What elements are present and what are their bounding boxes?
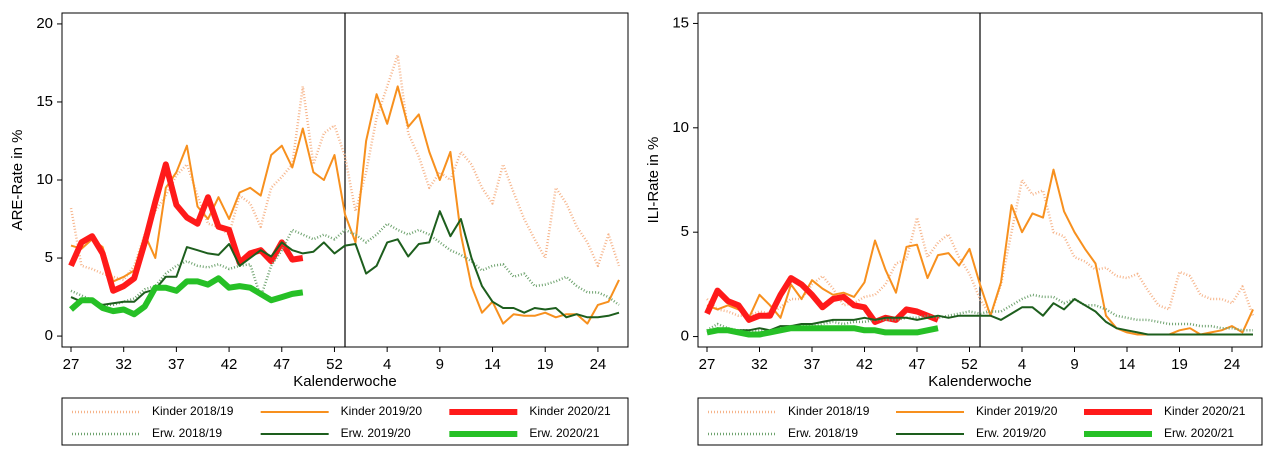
x-tick-label: 27	[63, 356, 80, 373]
series-line	[68, 161, 304, 294]
x-tick-label: 37	[168, 356, 185, 373]
x-tick-label: 4	[1018, 356, 1026, 373]
series-line	[704, 275, 940, 325]
x-tick-label: 24	[590, 356, 607, 373]
x-tick-label: 9	[436, 356, 444, 373]
y-tick-label: 15	[36, 93, 53, 110]
y-tick-label: 15	[672, 14, 689, 31]
x-tick-label: 4	[383, 356, 391, 373]
x-tick-label: 42	[856, 356, 873, 373]
y-tick-label: 5	[45, 249, 53, 266]
y-tick-label: 10	[672, 119, 689, 136]
legend-label: Erw. 2019/20	[976, 426, 1046, 440]
series-line	[70, 85, 620, 325]
series-line	[706, 325, 939, 338]
y-tick-label: 0	[681, 328, 689, 345]
y-tick-label: 20	[36, 15, 53, 32]
legend-label: Erw. 2018/19	[152, 426, 222, 440]
x-tick-label: 24	[1224, 356, 1241, 373]
series-line	[69, 275, 304, 318]
legend-label: Erw. 2018/19	[788, 426, 858, 440]
legend-label: Kinder 2018/19	[152, 404, 234, 418]
x-tick-label: 52	[961, 356, 978, 373]
y-tick-label: 5	[681, 223, 689, 240]
x-axis-label: Kalenderwoche	[928, 373, 1031, 390]
series-line	[70, 210, 620, 319]
x-tick-label: 32	[115, 356, 132, 373]
x-tick-label: 52	[326, 356, 343, 373]
x-tick-label: 42	[221, 356, 238, 373]
legend-label: Kinder 2020/21	[1164, 404, 1246, 418]
x-tick-label: 14	[484, 356, 501, 373]
legend-box	[61, 397, 629, 446]
x-axis-label: Kalenderwoche	[293, 373, 396, 390]
x-tick-label: 47	[909, 356, 926, 373]
x-tick-label: 32	[751, 356, 768, 373]
legend-label: Kinder 2018/19	[788, 404, 870, 418]
x-tick-label: 9	[1070, 356, 1078, 373]
x-tick-label: 14	[1119, 356, 1136, 373]
y-tick-label: 10	[36, 171, 53, 188]
x-tick-label: 19	[537, 356, 554, 373]
legend-label: Erw. 2020/21	[1164, 426, 1234, 440]
y-axis-label: ARE-Rate in %	[9, 130, 26, 231]
series-line	[706, 178, 1255, 317]
x-tick-label: 19	[1171, 356, 1188, 373]
legend-label: Erw. 2019/20	[341, 426, 411, 440]
legend-box	[697, 397, 1263, 446]
legend-label: Erw. 2020/21	[529, 426, 599, 440]
x-tick-label: 27	[699, 356, 716, 373]
x-tick-label: 37	[804, 356, 821, 373]
series-line	[706, 298, 1253, 336]
y-tick-label: 0	[45, 327, 53, 344]
x-tick-label: 47	[273, 356, 290, 373]
series-line	[70, 222, 620, 307]
legend-label: Kinder 2020/21	[529, 404, 611, 418]
legend-label: Kinder 2019/20	[976, 404, 1058, 418]
y-axis-label: ILI-Rate in %	[645, 137, 662, 224]
legend-label: Kinder 2019/20	[341, 404, 423, 418]
